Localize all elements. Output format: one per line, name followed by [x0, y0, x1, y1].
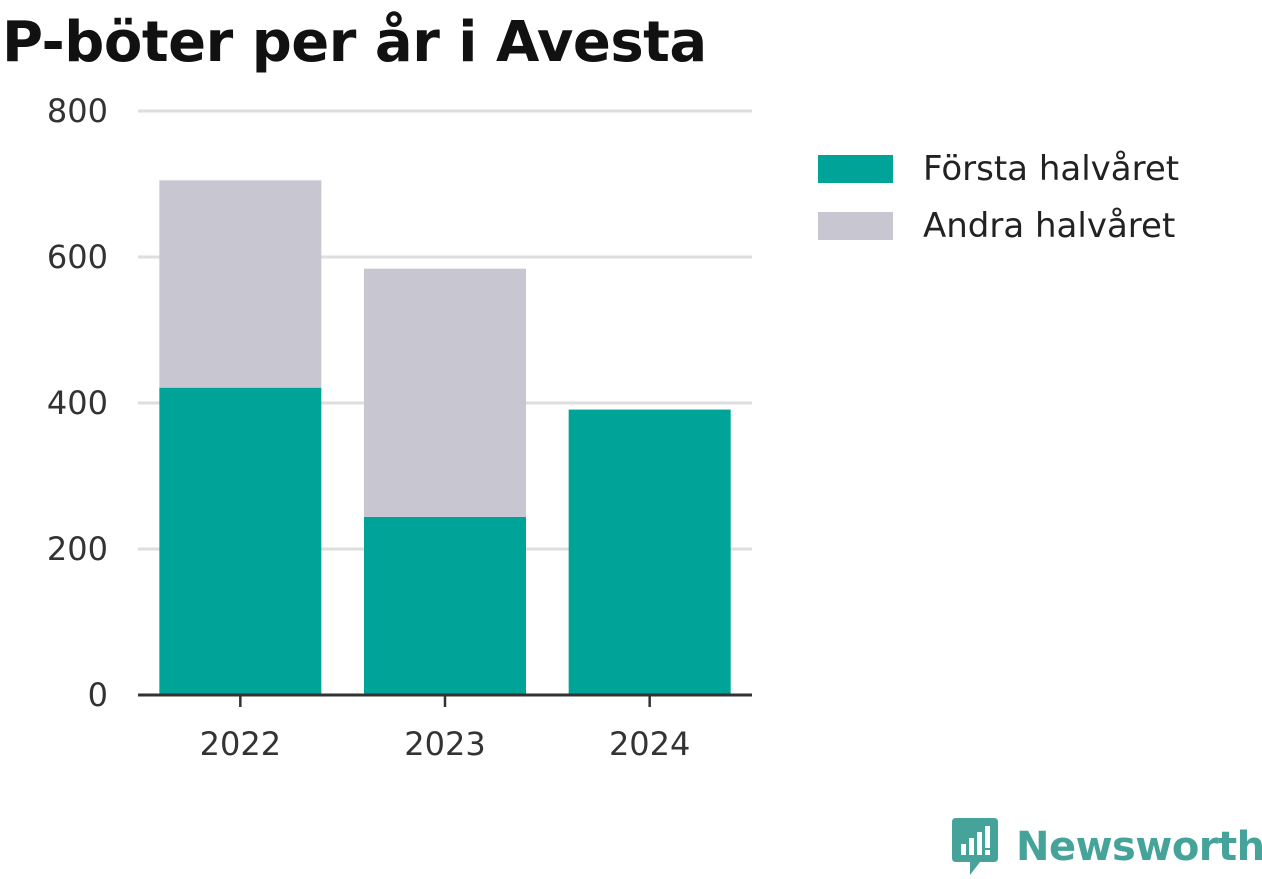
legend-swatch	[818, 154, 893, 183]
y-tick-label: 0	[88, 676, 108, 714]
bar-2024-series-0	[568, 409, 731, 695]
legend-label: Andra halvåret	[923, 205, 1176, 246]
chart-title: P-böter per år i Avesta	[2, 10, 707, 75]
legend-item: Andra halvåret	[818, 197, 1179, 254]
chart-legend: Första halvåret Andra halvåret	[818, 140, 1179, 254]
y-tick-label: 200	[47, 530, 108, 568]
bar-2022-series-0	[159, 387, 322, 695]
brand-name: Newsworthy	[1016, 824, 1262, 870]
axes: 0 200 400 600 800 2022 2023 2024	[47, 92, 752, 763]
x-tick-label-2024: 2024	[609, 725, 690, 763]
legend-swatch	[818, 211, 893, 240]
x-tick-label-2022: 2022	[200, 725, 281, 763]
bar-2022-series-1	[159, 180, 322, 388]
bar-2023-series-1	[364, 268, 526, 517]
x-tick-label-2023: 2023	[404, 725, 485, 763]
y-tick-label: 400	[47, 384, 108, 422]
y-tick-label: 800	[47, 92, 108, 130]
bars	[159, 180, 731, 695]
legend-label: Första halvåret	[923, 148, 1180, 189]
newsworthy-logo-icon	[952, 818, 998, 875]
bar-2023-series-0	[364, 516, 526, 695]
brand-logo: Newsworthy	[950, 818, 1262, 876]
legend-item: Första halvåret	[818, 140, 1179, 197]
y-tick-label: 600	[47, 238, 108, 276]
